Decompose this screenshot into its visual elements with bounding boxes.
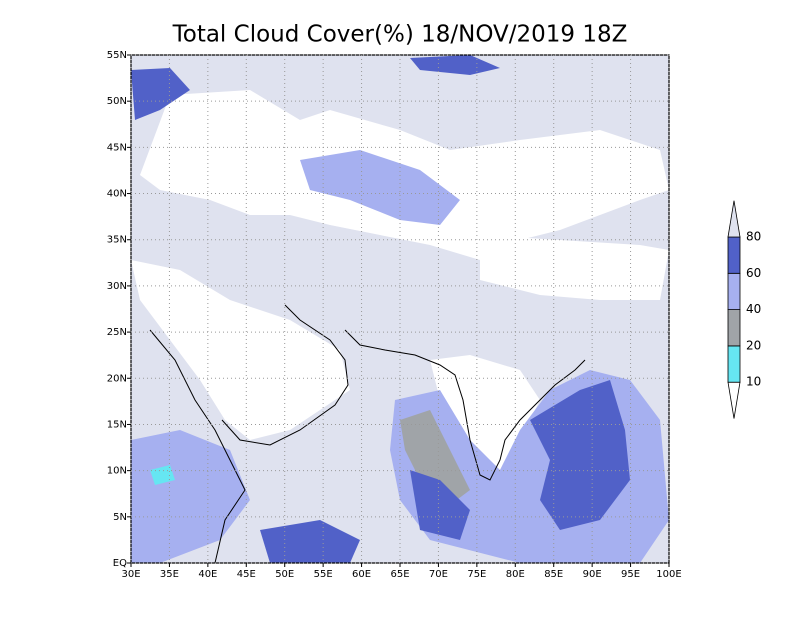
x-tick-label: 85E (544, 569, 563, 580)
x-tick-label: 40E (198, 569, 217, 580)
clear-area (430, 355, 540, 490)
colorbar: 10 20 40 60 80 (727, 200, 761, 419)
y-tick-label: 55N (107, 50, 127, 61)
y-tick-label: 35N (107, 235, 127, 246)
y-tick-label: 30N (107, 281, 127, 292)
coastline (149, 329, 246, 563)
cloud-area (530, 380, 630, 530)
x-tick-label: 70E (429, 569, 448, 580)
colorbar-over (727, 200, 741, 238)
x-tick-label: 45E (237, 569, 256, 580)
cloud-area (150, 465, 175, 485)
clear-area (131, 260, 350, 440)
cloud-area (260, 520, 360, 563)
x-tick-label: 60E (352, 569, 371, 580)
colorbar-box (727, 236, 741, 274)
y-tick-label: 45N (107, 142, 127, 153)
grid (130, 54, 670, 564)
clear-area (480, 235, 669, 300)
x-tick-label: 80E (506, 569, 525, 580)
y-tick-label: 20N (107, 373, 127, 384)
cloud-area (131, 68, 190, 120)
colorbar-box (727, 345, 741, 383)
x-tick-label: 55E (314, 569, 333, 580)
colorbar-box (727, 309, 741, 347)
x-tick-label: 95E (621, 569, 640, 580)
y-tick-label: 5N (113, 512, 127, 523)
colorbar-label: 60 (746, 266, 761, 280)
x-tick-label: 65E (390, 569, 409, 580)
colorbar-label: 40 (746, 302, 761, 316)
y-tick-label: 25N (107, 327, 127, 338)
colorbar-label: 80 (746, 230, 761, 244)
cloud-area (410, 55, 500, 75)
y-tick-label: 15N (107, 419, 127, 430)
y-tick-label: 40N (107, 189, 127, 200)
x-tick-label: 30E (121, 569, 140, 580)
cloud-area (300, 150, 460, 225)
map-title: Total Cloud Cover(%) 18/NOV/2019 18Z (172, 22, 628, 48)
coastline (221, 304, 349, 446)
colorbar-label: 20 (746, 338, 761, 352)
x-tick-label: 90E (583, 569, 602, 580)
coastline (344, 329, 586, 481)
x-tick-label: 75E (467, 569, 486, 580)
y-tick-label: 50N (107, 96, 127, 107)
y-tick-label: 10N (107, 466, 127, 477)
x-tick-label: 35E (160, 569, 179, 580)
cloud-area (410, 470, 470, 540)
x-tick-label: 50E (275, 569, 294, 580)
colorbar-label: 10 (746, 375, 761, 389)
cloud-area (400, 410, 470, 505)
axes: 30E 35E 40E 45E 50E 55E 60E 65E 70E 75E 80E 85E 90E 9… (107, 50, 682, 580)
x-tick-label: 100E (656, 569, 681, 580)
colorbar-box (727, 272, 741, 310)
y-tick-label: EQ (113, 558, 127, 569)
colorbar-under (727, 381, 741, 419)
cloud-area (131, 430, 250, 563)
